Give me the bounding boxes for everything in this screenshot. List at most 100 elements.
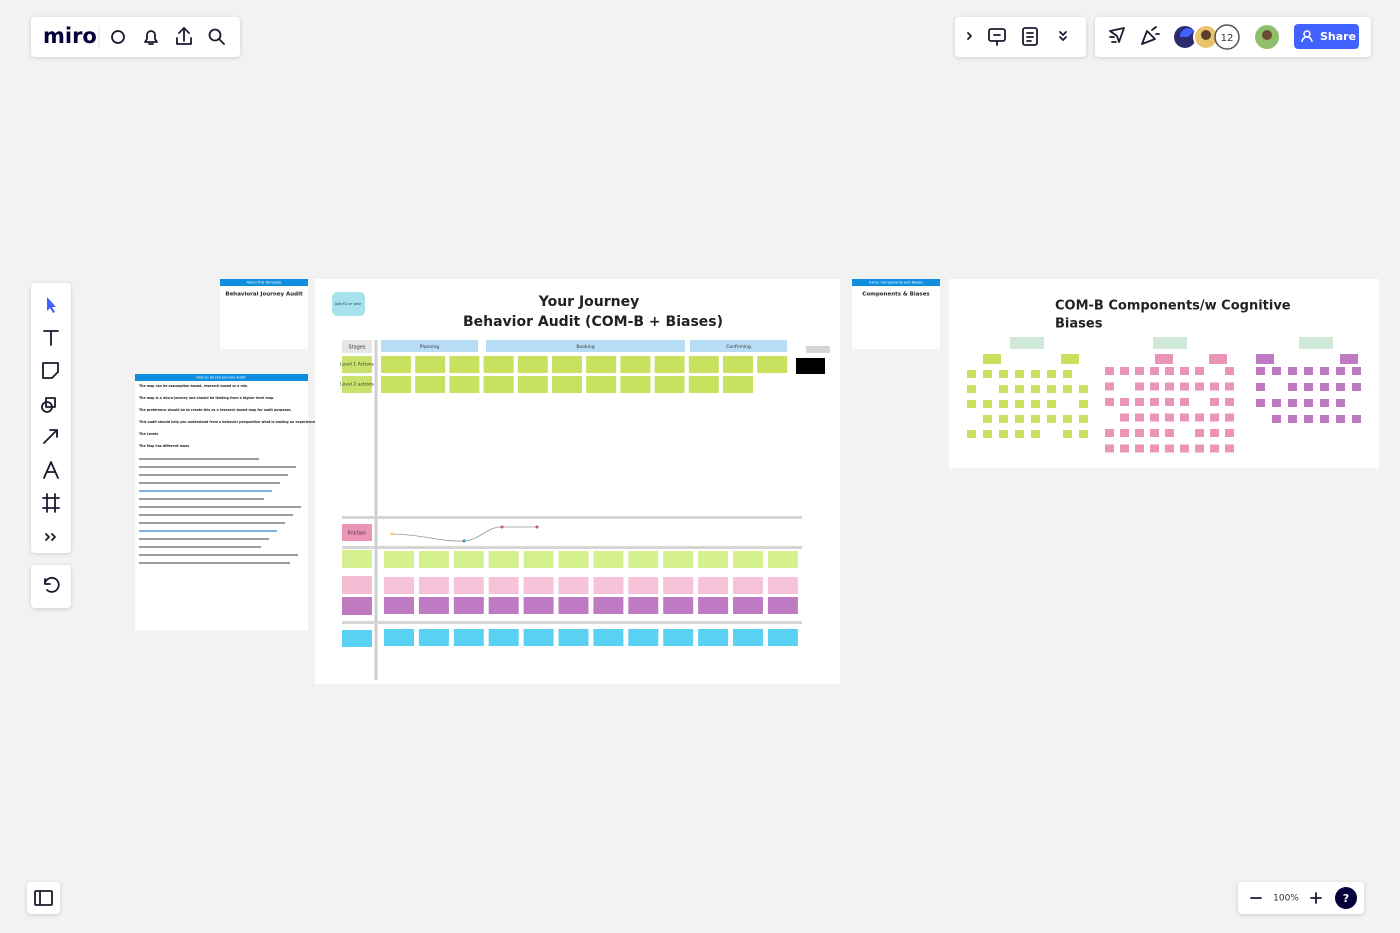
sticky-note[interactable] [1031,415,1040,423]
sticky-note[interactable] [1304,367,1313,375]
sticky-note[interactable] [1336,415,1345,423]
sticky-note[interactable] [983,400,992,408]
sticky-note[interactable] [418,577,449,594]
sticky-note[interactable] [1015,385,1024,393]
sticky-note[interactable] [1195,367,1204,375]
sticky-note[interactable] [628,551,659,568]
sticky-note[interactable] [1063,430,1072,438]
sticky-note[interactable] [384,577,414,594]
sticky-note[interactable] [593,629,624,646]
sticky-note[interactable] [620,356,651,373]
sticky-note[interactable] [593,597,624,614]
sticky-note[interactable] [1063,415,1072,423]
sticky-note[interactable] [418,551,449,568]
sticky-note[interactable] [483,356,514,373]
frame-tool[interactable] [42,493,60,513]
sticky-note[interactable] [1225,398,1234,406]
sticky-note[interactable] [593,551,624,568]
sticky-tool[interactable] [42,362,59,379]
sticky-note[interactable] [620,376,651,393]
sticky-note[interactable] [1015,415,1024,423]
sticky-note[interactable] [1256,367,1265,375]
sticky-note[interactable] [558,577,589,594]
help-button[interactable] [1335,887,1357,909]
sticky-note[interactable] [384,597,414,614]
sticky-note[interactable] [517,356,548,373]
sticky-note[interactable] [967,400,976,408]
sticky-note[interactable] [558,629,589,646]
sticky-note[interactable] [453,597,484,614]
sticky-note[interactable] [1120,413,1129,422]
notifications-icon[interactable] [144,30,158,45]
sticky-note[interactable] [1352,367,1361,375]
cursor-icon[interactable] [1109,27,1125,43]
sticky-note[interactable] [384,629,414,646]
sticky-note[interactable] [698,577,729,594]
sticky-note[interactable] [999,385,1008,393]
undo-button[interactable] [44,576,60,593]
sticky-note[interactable] [698,629,729,646]
sticky-note[interactable] [1180,444,1189,453]
sticky-note[interactable] [733,551,763,568]
sticky-note[interactable] [1180,413,1189,422]
sticky-note[interactable] [415,376,446,393]
sticky-note[interactable] [1210,398,1219,406]
about-frame[interactable] [220,279,308,349]
sticky-note[interactable] [688,356,719,373]
sticky-note[interactable] [1225,429,1234,437]
settings-icon[interactable] [111,30,125,44]
sticky-note[interactable] [517,376,548,393]
sticky-note[interactable] [1105,382,1114,391]
sticky-note[interactable] [1165,382,1174,391]
sticky-note[interactable] [1320,415,1329,423]
more-tools[interactable] [45,533,56,541]
sticky-note[interactable] [1047,400,1056,408]
sticky-note[interactable] [663,629,694,646]
sticky-note[interactable] [628,597,659,614]
sticky-note[interactable] [983,430,992,438]
sticky-note[interactable] [654,376,685,393]
sticky-note[interactable] [1105,398,1114,406]
pen-tool[interactable] [43,461,59,479]
sticky-note[interactable] [1120,444,1129,453]
sticky-note[interactable] [1165,429,1174,437]
sticky-note[interactable] [1180,398,1189,406]
sticky-note[interactable] [1031,370,1040,378]
sticky-note[interactable] [523,629,554,646]
board-panel-toggle[interactable] [27,882,60,914]
sticky-note[interactable] [1225,444,1234,453]
sticky-note[interactable] [1079,430,1088,438]
sticky-note[interactable] [1320,367,1329,375]
sticky-note[interactable] [586,356,617,373]
how-to-frame[interactable] [135,374,308,630]
sticky-note[interactable] [767,629,798,646]
sticky-note[interactable] [453,629,484,646]
sticky-note[interactable] [1352,415,1361,423]
sticky-note[interactable] [1165,398,1174,406]
sticky-note[interactable] [1225,413,1234,422]
sticky-note[interactable] [523,597,554,614]
sticky-note[interactable] [1225,367,1234,375]
sticky-note[interactable] [1165,367,1174,375]
sticky-note[interactable] [1225,382,1234,391]
sticky-note[interactable] [488,551,519,568]
sticky-note[interactable] [767,597,798,614]
sticky-note[interactable] [1031,385,1040,393]
zoom-level[interactable]: 100% [1273,894,1299,904]
sticky-note[interactable] [523,551,554,568]
sticky-note[interactable] [1079,400,1088,408]
sticky-note[interactable] [1063,370,1072,378]
collaborator-count-badge[interactable] [1214,24,1240,50]
sticky-note[interactable] [688,376,719,393]
sticky-note[interactable] [967,430,976,438]
sticky-note[interactable] [1150,398,1159,406]
sticky-note[interactable] [1079,415,1088,423]
sticky-note[interactable] [733,577,763,594]
sticky-note[interactable] [1336,367,1345,375]
sticky-note[interactable] [1150,367,1159,375]
sticky-note[interactable] [767,551,798,568]
sticky-note[interactable] [1015,400,1024,408]
sticky-note[interactable] [1195,429,1204,437]
sticky-note[interactable] [1272,367,1281,375]
sticky-note[interactable] [999,415,1008,423]
